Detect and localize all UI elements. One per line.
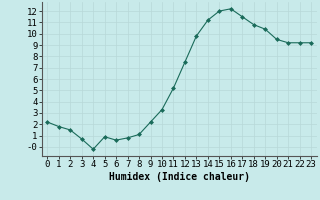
X-axis label: Humidex (Indice chaleur): Humidex (Indice chaleur) <box>109 172 250 182</box>
